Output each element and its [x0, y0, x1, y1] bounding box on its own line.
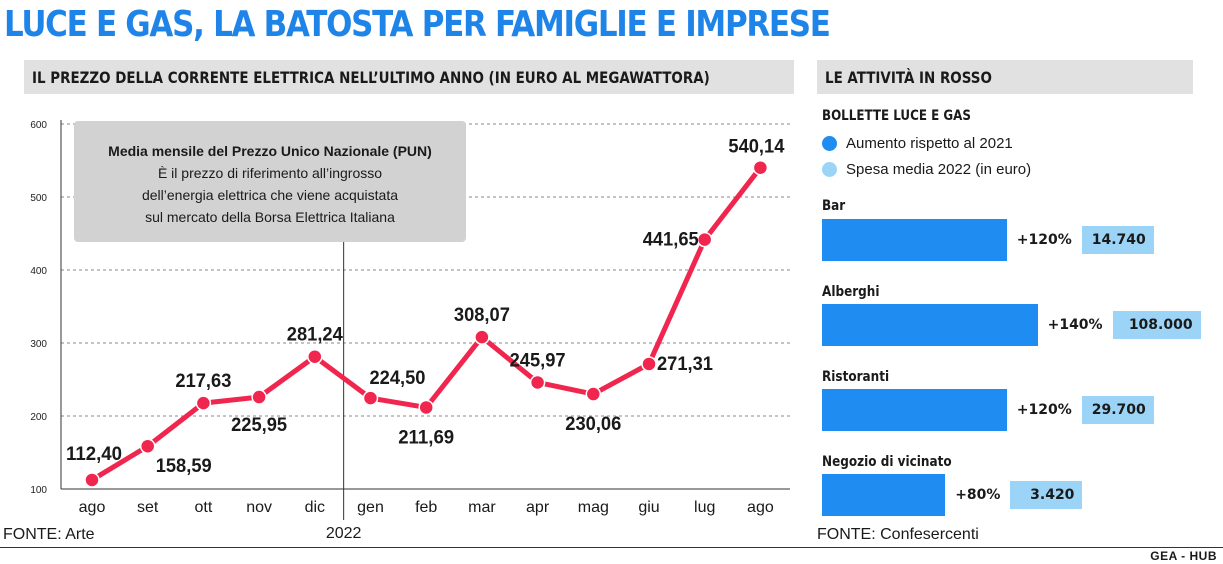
data-label: 245,97: [510, 350, 566, 371]
data-label: 271,31: [657, 354, 713, 375]
x-tick-label: set: [137, 499, 159, 516]
data-point: [195, 395, 212, 411]
data-point: [641, 356, 657, 372]
data-label: 158,59: [156, 456, 212, 477]
activity-row: +120% 14.740: [822, 219, 1154, 261]
spend-value: 3.420: [1010, 481, 1083, 509]
data-point: [696, 231, 713, 248]
spend-value: 29.700: [1081, 396, 1154, 424]
activity-label: Negozio di vicinato: [822, 454, 952, 470]
increase-label: +140%: [1047, 317, 1103, 333]
chart-header-band: IL PREZZO DELLA CORRENTE ELETTRICA NELL’…: [24, 60, 794, 94]
spend-value: 14.740: [1081, 226, 1154, 254]
data-point: [585, 386, 602, 402]
footer-divider: [0, 547, 1223, 548]
activity-row: +120% 29.700: [822, 389, 1154, 431]
activities-header-band: LE ATTIVITÀ IN ROSSO: [817, 60, 1193, 94]
legend-swatch: [822, 162, 837, 177]
data-label: 217,63: [175, 371, 231, 392]
legend-label: Spesa media 2022 (in euro): [846, 161, 1032, 178]
x-tick-label: gen: [357, 499, 384, 516]
pun-note-line: sul mercato della Borsa Elettrica Italia…: [145, 209, 395, 225]
legend-item: Spesa media 2022 (in euro): [822, 161, 1031, 178]
data-label: 112,40: [66, 444, 122, 465]
data-label: 211,69: [398, 427, 454, 448]
pun-note-line: È il prezzo di riferimento all’ingrosso: [158, 165, 382, 181]
x-tick-label: apr: [526, 499, 550, 516]
data-label: 281,24: [287, 325, 343, 346]
spend-value: 108.000: [1112, 311, 1201, 339]
y-tick-label: 600: [30, 120, 47, 131]
activities-header: LE ATTIVITÀ IN ROSSO: [825, 67, 992, 87]
y-tick-label: 100: [30, 485, 47, 496]
x-tick-label: dic: [305, 499, 325, 516]
data-point: [307, 348, 323, 365]
price-line-chart: 100 200 300 400 500 600 2022 ago set ott nov dic gen…: [30, 120, 790, 542]
increase-label: +120%: [1016, 232, 1072, 248]
x-tick-label: ago: [79, 499, 106, 516]
pun-note: Media mensile del Prezzo Unico Nazionale…: [74, 121, 466, 242]
data-label: 540,14: [728, 137, 784, 158]
increase-bar: [822, 389, 1007, 431]
activity-row: +80% 3.420: [822, 474, 1083, 516]
data-label: 230,06: [565, 414, 621, 435]
data-point: [474, 329, 490, 345]
activity-label: Ristoranti: [822, 369, 890, 385]
data-point: [418, 399, 434, 416]
x-tick-label: ago: [747, 499, 774, 516]
increase-bar: [822, 219, 1007, 261]
increase-label: +80%: [955, 487, 1001, 503]
data-label: 225,95: [231, 415, 287, 436]
y-tick-label: 200: [30, 412, 47, 423]
increase-bar: [822, 304, 1038, 346]
y-tick-label: 500: [30, 193, 47, 204]
chart-header: IL PREZZO DELLA CORRENTE ELETTRICA NELL’…: [32, 67, 710, 87]
x-tick-label: giu: [638, 499, 659, 516]
page-title: LUCE E GAS, LA BATOSTA PER FAMIGLIE E IM…: [4, 4, 831, 45]
activity-row: +140% 108.000: [822, 304, 1201, 346]
x-tick-label: mar: [468, 499, 496, 516]
legend-item: Aumento rispetto al 2021: [822, 135, 1013, 152]
pun-note-line: dell’energia elettrica che viene acquist…: [142, 187, 398, 203]
data-point: [362, 390, 379, 406]
activity-label: Bar: [822, 198, 846, 214]
data-point: [752, 159, 769, 176]
credit: GEA - HUB: [1150, 549, 1217, 563]
legend-swatch: [822, 136, 837, 151]
y-tick-label: 400: [30, 266, 47, 277]
data-point: [139, 438, 156, 454]
y-tick-label: 300: [30, 339, 47, 350]
data-point: [529, 374, 546, 391]
x-tick-label: feb: [415, 499, 437, 516]
data-label: 441,65: [643, 230, 699, 251]
source-confesercenti: FONTE: Confesercenti: [817, 526, 979, 543]
activity-label: Alberghi: [822, 284, 880, 300]
data-point: [84, 472, 100, 488]
increase-label: +120%: [1016, 402, 1072, 418]
year-label: 2022: [326, 525, 362, 542]
data-label: 308,07: [454, 305, 510, 326]
x-tick-label: ott: [195, 499, 213, 516]
x-tick-label: lug: [694, 499, 715, 516]
pun-note-title: Media mensile del Prezzo Unico Nazionale…: [108, 143, 432, 159]
pun-note-box: [74, 121, 466, 242]
x-tick-label: nov: [246, 499, 272, 516]
data-label: 224,50: [370, 368, 426, 389]
x-tick-label: mag: [578, 499, 609, 516]
legend-label: Aumento rispetto al 2021: [846, 135, 1013, 152]
increase-bar: [822, 474, 946, 516]
source-arte: FONTE: Arte: [3, 526, 95, 543]
data-point: [251, 389, 267, 405]
legend-title: BOLLETTE LUCE E GAS: [822, 108, 971, 124]
